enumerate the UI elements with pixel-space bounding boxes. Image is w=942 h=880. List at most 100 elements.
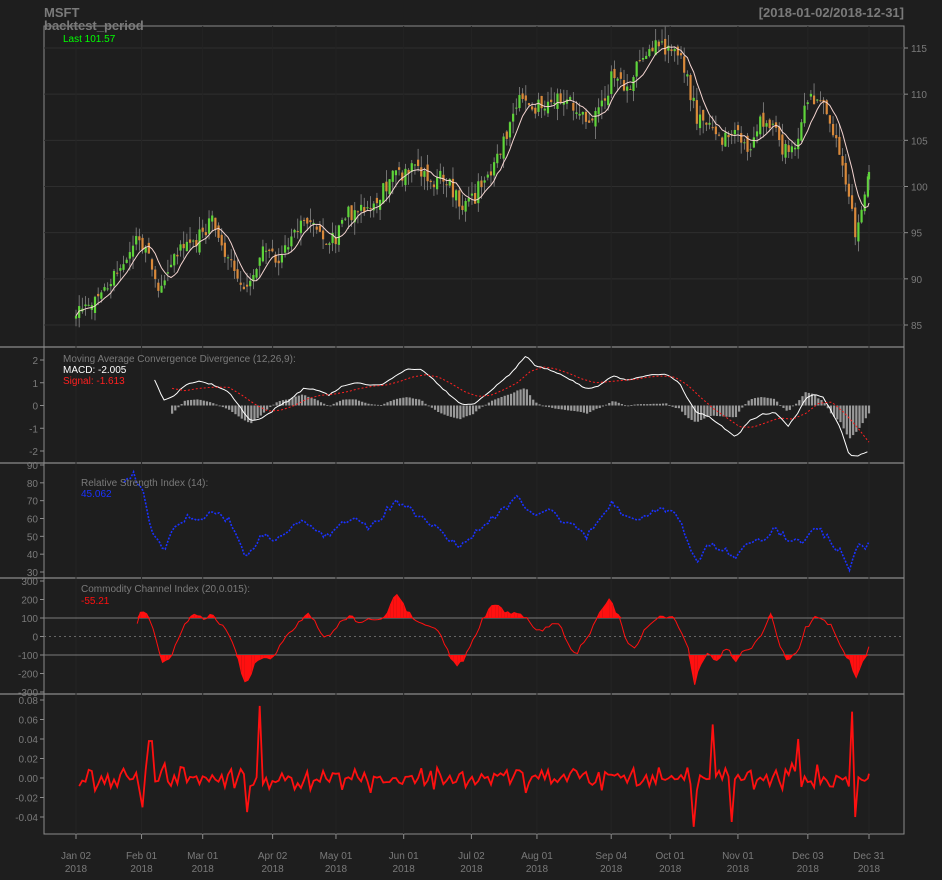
macd-histogram-bar xyxy=(250,405,253,424)
macd-histogram-bar xyxy=(202,400,205,406)
macd-y-tick-label: 2 xyxy=(32,356,38,367)
macd-histogram-bar xyxy=(801,396,804,406)
candle-up xyxy=(569,97,572,100)
candle-down xyxy=(588,120,591,123)
signal-value-label: Signal: -1.613 xyxy=(63,376,125,387)
macd-histogram-bar xyxy=(864,405,867,419)
candle-up xyxy=(866,176,870,197)
cci-fill-segment xyxy=(491,605,496,618)
candle-down xyxy=(835,135,838,139)
macd-histogram-bar xyxy=(867,405,871,414)
candle-down xyxy=(176,254,179,257)
macd-histogram-bar xyxy=(281,400,285,406)
rsi-y-tick-label: 80 xyxy=(27,479,39,490)
rsi-y-tick-label: 50 xyxy=(27,532,39,543)
price-y-tick-label: 110 xyxy=(911,90,927,101)
candle-up xyxy=(743,142,746,144)
macd-histogram-bar xyxy=(285,399,288,406)
macd-series-name: MACD xyxy=(63,365,92,376)
candle-up xyxy=(163,280,166,286)
macd-histogram-bar xyxy=(373,404,376,406)
macd-histogram-bar xyxy=(703,405,706,419)
candle-up xyxy=(93,296,97,313)
candle-up xyxy=(793,147,797,150)
macd-histogram-bar xyxy=(662,403,665,406)
x-tick-year: 2018 xyxy=(727,864,750,875)
cci-fill-segment xyxy=(244,655,248,682)
candle-up xyxy=(207,218,211,234)
macd-histogram-bar xyxy=(224,405,228,409)
cci-y-tick-label: -100 xyxy=(18,651,38,662)
macd-histogram-bar xyxy=(608,402,611,406)
candle-up xyxy=(125,259,128,263)
cci-fill-segment xyxy=(615,612,619,618)
macd-histogram-bar xyxy=(452,405,456,418)
macd-histogram-bar xyxy=(392,399,395,406)
candle-up xyxy=(331,232,334,244)
macd-histogram-bar xyxy=(212,403,215,406)
macd-histogram-bar xyxy=(186,400,190,406)
macd-histogram-bar xyxy=(839,405,842,423)
candle-up xyxy=(863,194,866,212)
chart-subtitle: backtest_period xyxy=(44,18,144,33)
candle-down xyxy=(714,126,717,135)
candle-up xyxy=(667,45,670,51)
cci-fill-segment xyxy=(694,655,698,685)
macd-histogram-bar xyxy=(598,405,601,409)
candle-down xyxy=(531,106,534,110)
x-tick-label: Dec 03 xyxy=(792,851,824,862)
macd-histogram-bar xyxy=(509,393,513,406)
candle-up xyxy=(537,99,540,112)
candle-down xyxy=(268,249,271,251)
macd-histogram-bar xyxy=(712,405,715,416)
macd-histogram-bar xyxy=(386,402,389,406)
rsi-y-tick-label: 40 xyxy=(27,550,39,561)
candle-up xyxy=(135,236,138,245)
macd-histogram-bar xyxy=(516,390,519,406)
candle-up xyxy=(404,168,407,186)
candle-up xyxy=(645,55,648,59)
price-y-tick-label: 115 xyxy=(911,44,927,55)
macd-histogram-bar xyxy=(842,405,845,429)
macd-histogram-bar xyxy=(791,405,795,407)
candle-up xyxy=(359,204,363,211)
macd-histogram-bar xyxy=(319,402,323,406)
macd-histogram-bar xyxy=(487,402,490,406)
macd-histogram-bar xyxy=(573,405,576,412)
cci-fill-segment xyxy=(453,655,458,666)
candle-up xyxy=(255,269,258,278)
candle-down xyxy=(356,211,360,213)
candle-up xyxy=(264,250,268,252)
macd-histogram-bar xyxy=(826,405,829,409)
candle-down xyxy=(306,217,309,224)
candle-down xyxy=(204,232,207,236)
candle-down xyxy=(831,123,835,136)
rsi-y-tick-label: 30 xyxy=(27,568,39,579)
candle-down xyxy=(363,207,366,212)
cci-fill-segment xyxy=(498,605,502,618)
cci-fill-segment xyxy=(400,599,404,618)
macd-histogram-bar xyxy=(760,397,763,406)
cci-y-tick-label: -200 xyxy=(18,670,38,681)
rsi-y-tick-label: 60 xyxy=(27,515,39,526)
signal-series-value: -1.613 xyxy=(96,376,125,387)
macd-histogram-bar xyxy=(297,395,300,406)
cci-y-tick-label: 0 xyxy=(32,633,38,644)
candle-down xyxy=(445,184,448,186)
macd-histogram-bar xyxy=(782,405,785,408)
cci-fill-segment xyxy=(396,594,401,618)
candle-down xyxy=(489,171,493,176)
candle-down xyxy=(407,169,410,174)
candle-up xyxy=(857,222,860,242)
cci-fill-segment xyxy=(263,655,267,658)
macd-histogram-bar xyxy=(557,405,560,410)
macd-histogram-bar xyxy=(294,396,297,406)
macd-histogram-bar xyxy=(256,405,259,419)
candle-up xyxy=(698,114,702,129)
macd-y-tick-label: 0 xyxy=(32,402,38,413)
candle-down xyxy=(527,103,531,106)
candle-up xyxy=(784,143,787,158)
candle-up xyxy=(515,107,518,109)
candle-down xyxy=(375,197,379,204)
macd-histogram-bar xyxy=(604,404,608,406)
